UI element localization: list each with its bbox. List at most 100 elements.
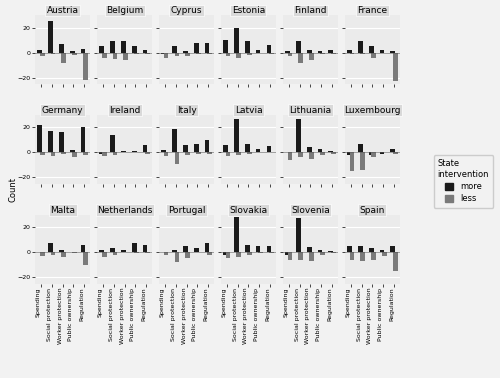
Bar — [390, 149, 395, 152]
Title: Slovakia: Slovakia — [230, 206, 268, 215]
Bar — [164, 252, 168, 255]
Bar — [121, 42, 126, 53]
Bar — [318, 51, 322, 53]
Bar — [204, 243, 210, 252]
Bar — [258, 252, 263, 254]
Bar — [102, 53, 106, 58]
Bar — [134, 252, 139, 254]
Bar — [296, 218, 301, 252]
Bar — [223, 145, 228, 152]
Bar — [59, 250, 64, 252]
Bar — [183, 51, 188, 53]
Bar — [183, 145, 188, 152]
Bar — [83, 53, 88, 80]
Bar — [380, 250, 384, 252]
Bar — [204, 43, 210, 53]
Bar — [207, 152, 212, 154]
Bar — [393, 53, 398, 81]
Bar — [234, 119, 239, 152]
Bar — [269, 53, 274, 54]
Bar — [266, 146, 272, 152]
Bar — [360, 252, 365, 261]
Bar — [331, 152, 336, 154]
Bar — [285, 51, 290, 53]
Bar — [194, 248, 198, 252]
Bar — [40, 152, 44, 155]
Title: Portugal: Portugal — [168, 206, 205, 215]
Title: Netherlands: Netherlands — [97, 206, 152, 215]
Bar — [145, 152, 150, 154]
Bar — [226, 53, 230, 56]
Title: Malta: Malta — [50, 206, 75, 215]
Bar — [59, 44, 64, 53]
Bar — [100, 250, 104, 252]
Bar — [132, 151, 136, 152]
Bar — [50, 152, 56, 156]
Bar — [256, 246, 260, 252]
Bar — [102, 252, 106, 257]
Bar — [59, 132, 64, 152]
Title: Latvia: Latvia — [234, 106, 262, 115]
Bar — [298, 252, 303, 260]
Bar — [380, 152, 384, 154]
Bar — [194, 43, 198, 53]
Bar — [132, 243, 136, 252]
Bar — [368, 152, 374, 155]
Bar — [226, 252, 230, 259]
Bar — [288, 53, 292, 56]
Bar — [80, 127, 86, 152]
Bar — [72, 152, 77, 158]
Bar — [38, 125, 42, 152]
Bar — [145, 53, 150, 54]
Bar — [50, 53, 56, 54]
Bar — [285, 252, 290, 255]
Bar — [110, 135, 115, 152]
Bar — [174, 252, 180, 262]
Bar — [164, 53, 168, 58]
Bar — [320, 252, 325, 255]
Title: Slovenia: Slovenia — [291, 206, 330, 215]
Bar — [234, 28, 239, 53]
Bar — [368, 248, 374, 252]
Bar — [331, 252, 336, 254]
Bar — [62, 53, 66, 63]
Bar — [124, 53, 128, 60]
Bar — [296, 119, 301, 152]
Bar — [288, 252, 292, 260]
Title: Lithuania: Lithuania — [290, 106, 332, 115]
Bar — [204, 140, 210, 152]
Bar — [164, 152, 168, 156]
Bar — [186, 152, 190, 155]
Bar — [358, 42, 362, 53]
Bar — [245, 144, 250, 152]
Bar — [112, 152, 117, 155]
Bar — [194, 144, 198, 152]
Bar — [100, 152, 104, 154]
Title: Cyprus: Cyprus — [171, 6, 202, 15]
Bar — [110, 42, 115, 53]
Bar — [320, 152, 325, 155]
Bar — [350, 53, 354, 54]
Bar — [70, 150, 74, 152]
Bar — [368, 46, 374, 53]
Bar — [347, 152, 352, 155]
Bar — [350, 252, 354, 260]
Title: Italy: Italy — [176, 106, 197, 115]
Bar — [266, 45, 272, 53]
Bar — [266, 246, 272, 252]
Bar — [371, 53, 376, 58]
Bar — [390, 246, 395, 252]
Bar — [162, 53, 166, 54]
Text: Count: Count — [9, 177, 18, 201]
Bar — [307, 247, 312, 252]
Title: Finland: Finland — [294, 6, 326, 15]
Bar — [183, 246, 188, 252]
Title: Ireland: Ireland — [109, 106, 140, 115]
Title: Germany: Germany — [42, 106, 84, 115]
Bar — [70, 51, 74, 53]
Bar — [223, 252, 228, 255]
Bar — [196, 152, 201, 154]
Bar — [62, 252, 66, 257]
Bar — [142, 245, 148, 252]
Bar — [248, 152, 252, 154]
